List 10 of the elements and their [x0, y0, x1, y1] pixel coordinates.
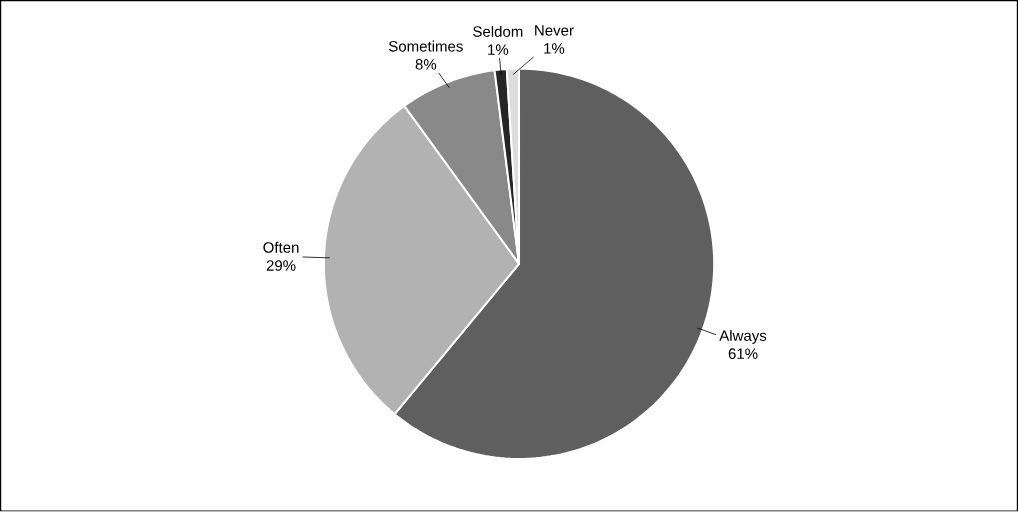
slice-label: Often — [263, 242, 299, 254]
data-label: 8% — [415, 59, 437, 70]
data-label: 1% — [488, 44, 509, 56]
data-label: 29% — [266, 260, 296, 272]
data-label: 61% — [728, 348, 758, 360]
slice-label: Always — [719, 330, 767, 345]
data-label: 1% — [544, 43, 565, 54]
slice-label: Never — [535, 25, 574, 36]
slice-label: Sometimes — [388, 40, 463, 52]
slice-label: Seldom — [473, 26, 523, 38]
